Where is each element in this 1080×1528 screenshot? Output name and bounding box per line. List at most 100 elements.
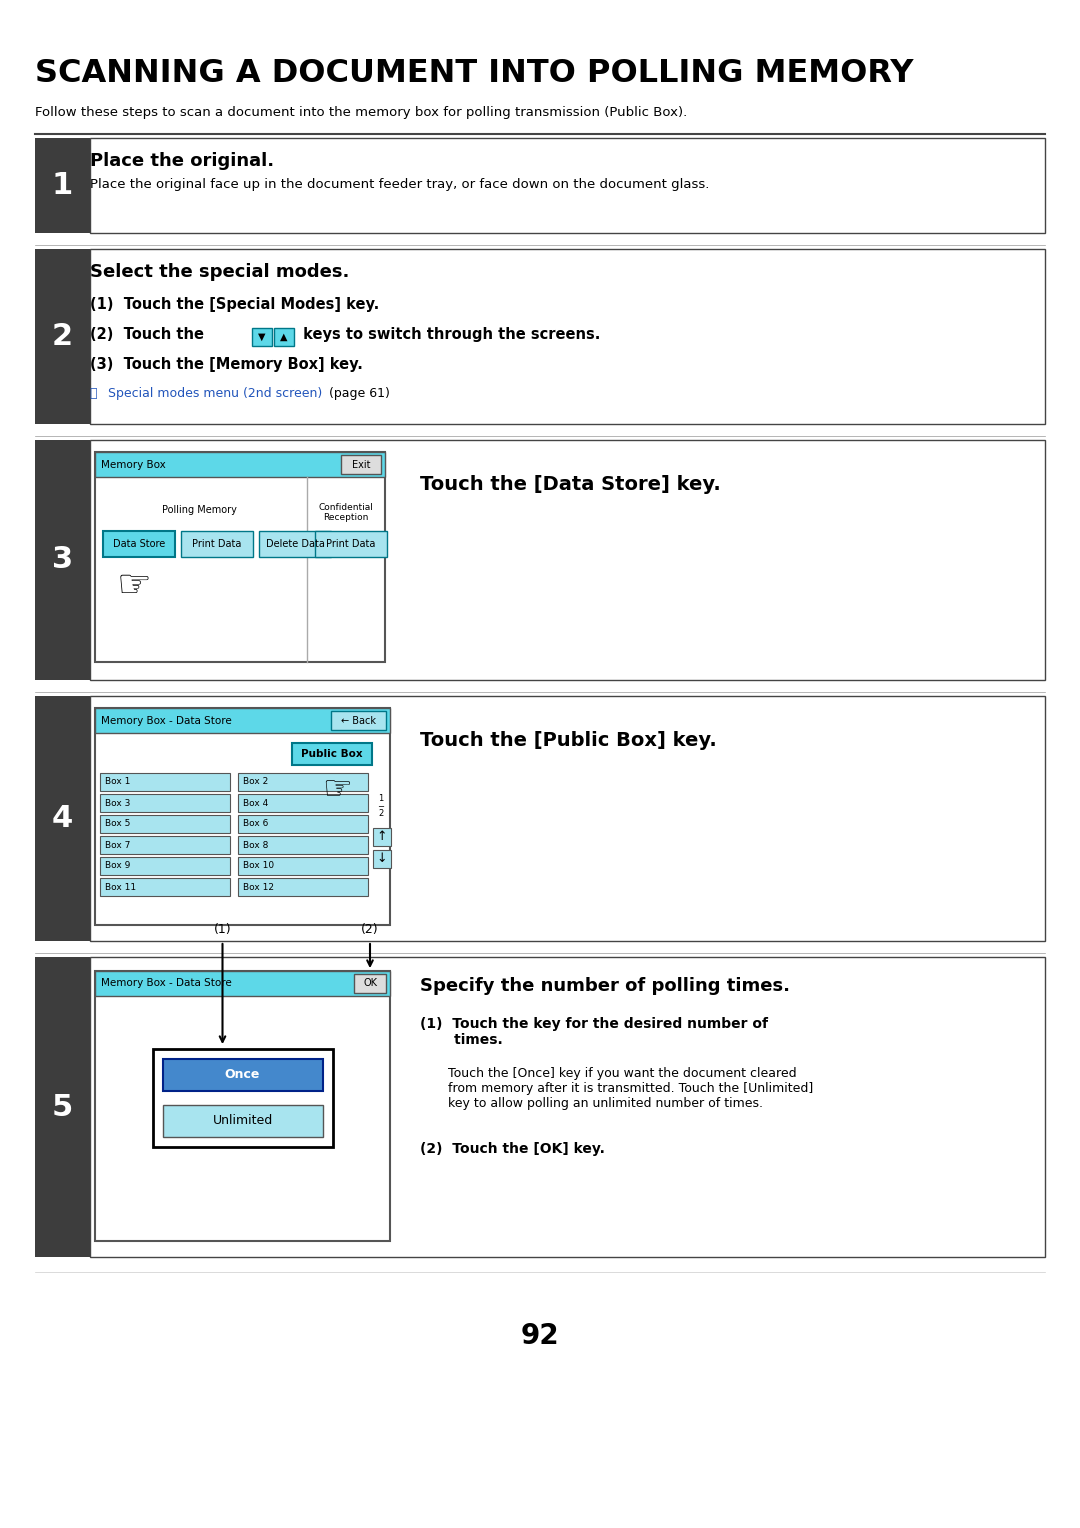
- Text: Print Data: Print Data: [326, 539, 376, 549]
- Text: Special modes menu (2nd screen): Special modes menu (2nd screen): [108, 387, 322, 400]
- Bar: [90, 957, 1045, 1258]
- Bar: [341, 455, 381, 474]
- Text: Box 9: Box 9: [105, 862, 131, 871]
- Text: ← Back: ← Back: [341, 715, 376, 726]
- Text: 2: 2: [52, 322, 73, 351]
- Bar: [35, 440, 90, 680]
- Text: ↓: ↓: [377, 853, 388, 865]
- Bar: [238, 836, 368, 854]
- Text: keys to switch through the screens.: keys to switch through the screens.: [298, 327, 600, 342]
- Bar: [152, 1050, 333, 1148]
- Text: Exit: Exit: [352, 460, 370, 469]
- Text: 92: 92: [521, 1322, 559, 1351]
- Bar: [35, 957, 90, 1258]
- Text: ▼: ▼: [258, 332, 266, 342]
- Text: Box 1: Box 1: [105, 778, 131, 787]
- Text: 3: 3: [52, 545, 73, 575]
- Text: Box 2: Box 2: [243, 778, 268, 787]
- Bar: [162, 1105, 323, 1137]
- Bar: [238, 879, 368, 895]
- Text: Box 3: Box 3: [105, 799, 131, 807]
- Bar: [100, 773, 230, 792]
- Text: Memory Box - Data Store: Memory Box - Data Store: [102, 715, 232, 726]
- Text: Memory Box - Data Store: Memory Box - Data Store: [102, 978, 232, 989]
- Bar: [373, 850, 391, 868]
- Bar: [95, 707, 390, 924]
- Text: (1): (1): [214, 923, 231, 937]
- Text: Confidential
Reception: Confidential Reception: [319, 503, 374, 523]
- Text: Box 4: Box 4: [243, 799, 268, 807]
- Bar: [274, 329, 294, 345]
- Bar: [90, 440, 1045, 680]
- Bar: [238, 773, 368, 792]
- Bar: [95, 452, 384, 477]
- Bar: [162, 1059, 323, 1091]
- Text: Specify the number of polling times.: Specify the number of polling times.: [420, 976, 789, 995]
- Text: Place the original.: Place the original.: [90, 151, 274, 170]
- Text: Select the special modes.: Select the special modes.: [90, 263, 349, 281]
- Bar: [354, 973, 386, 993]
- Text: Box 5: Box 5: [105, 819, 131, 828]
- Text: (2)  Touch the [OK] key.: (2) Touch the [OK] key.: [420, 1141, 605, 1157]
- Text: 1: 1: [52, 171, 73, 200]
- Text: Print Data: Print Data: [192, 539, 242, 549]
- Bar: [35, 249, 90, 423]
- Text: Touch the [Once] key if you want the document cleared
from memory after it is tr: Touch the [Once] key if you want the doc…: [448, 1067, 813, 1109]
- Text: 4: 4: [52, 804, 73, 833]
- Text: ⓡ: ⓡ: [90, 387, 102, 400]
- Text: Follow these steps to scan a document into the memory box for polling transmissi: Follow these steps to scan a document in…: [35, 105, 687, 119]
- Text: Touch the [Public Box] key.: Touch the [Public Box] key.: [420, 730, 717, 750]
- Text: Delete Data: Delete Data: [266, 539, 324, 549]
- Text: ↑: ↑: [377, 831, 388, 843]
- Text: Box 6: Box 6: [243, 819, 268, 828]
- Bar: [252, 329, 272, 345]
- Bar: [95, 970, 390, 1241]
- Bar: [100, 879, 230, 895]
- Bar: [330, 711, 386, 730]
- Text: Unlimited: Unlimited: [213, 1114, 272, 1128]
- Bar: [100, 814, 230, 833]
- Bar: [95, 452, 384, 662]
- Text: Place the original face up in the document feeder tray, or face down on the docu: Place the original face up in the docume…: [90, 177, 710, 191]
- Text: (1)  Touch the key for the desired number of
       times.: (1) Touch the key for the desired number…: [420, 1018, 768, 1047]
- Text: (1)  Touch the [Special Modes] key.: (1) Touch the [Special Modes] key.: [90, 296, 379, 312]
- Text: ▲: ▲: [280, 332, 287, 342]
- Bar: [95, 707, 390, 733]
- Bar: [238, 814, 368, 833]
- Text: (page 61): (page 61): [325, 387, 390, 400]
- Bar: [181, 532, 253, 558]
- Text: Box 10: Box 10: [243, 862, 274, 871]
- Text: Touch the [Data Store] key.: Touch the [Data Store] key.: [420, 475, 720, 494]
- Bar: [103, 532, 175, 558]
- Bar: [90, 138, 1045, 232]
- Text: 5: 5: [52, 1093, 73, 1122]
- Text: Memory Box: Memory Box: [102, 460, 165, 469]
- Text: Box 11: Box 11: [105, 883, 136, 891]
- Text: ☞: ☞: [322, 773, 352, 805]
- Text: SCANNING A DOCUMENT INTO POLLING MEMORY: SCANNING A DOCUMENT INTO POLLING MEMORY: [35, 58, 914, 89]
- Bar: [314, 532, 387, 558]
- Bar: [292, 743, 372, 766]
- Text: ☞: ☞: [117, 567, 151, 605]
- Bar: [95, 970, 390, 996]
- Bar: [90, 249, 1045, 423]
- Bar: [238, 857, 368, 876]
- Bar: [35, 695, 90, 941]
- Text: Box 7: Box 7: [105, 840, 131, 850]
- Bar: [259, 532, 330, 558]
- Bar: [100, 795, 230, 811]
- Bar: [35, 138, 90, 232]
- Text: Public Box: Public Box: [301, 749, 363, 759]
- Text: (2)  Touch the: (2) Touch the: [90, 327, 210, 342]
- Bar: [238, 795, 368, 811]
- Text: Box 12: Box 12: [243, 883, 274, 891]
- Bar: [100, 836, 230, 854]
- Text: (2): (2): [361, 923, 379, 937]
- Text: (3)  Touch the [Memory Box] key.: (3) Touch the [Memory Box] key.: [90, 358, 363, 371]
- Text: OK: OK: [363, 978, 377, 989]
- Bar: [373, 828, 391, 847]
- Text: Polling Memory: Polling Memory: [162, 504, 237, 515]
- Text: 1
─
2: 1 ─ 2: [378, 795, 383, 817]
- Text: Box 8: Box 8: [243, 840, 268, 850]
- Bar: [100, 857, 230, 876]
